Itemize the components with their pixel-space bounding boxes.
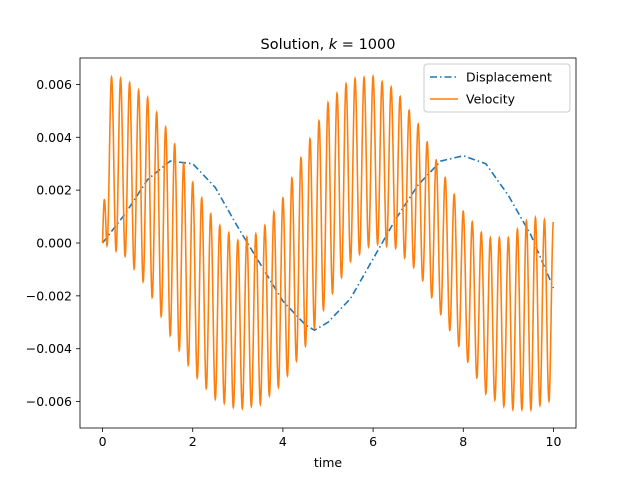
series-displacement-line [101,154,555,332]
y-axis: −0.006 −0.004 −0.002 0.000 0.002 0.004 0.006 [26,77,80,409]
x-tick-label: 0 [99,434,107,449]
series-layer [101,73,555,413]
series-velocity-line [101,73,555,413]
legend: Displacement Velocity [423,63,571,113]
x-tick-label: 2 [189,434,197,449]
x-tick-label: 10 [546,434,562,449]
y-tick-label: 0.006 [36,77,72,92]
y-tick-label: 0.002 [36,183,72,198]
legend-label: Displacement [466,70,552,85]
legend-label: Velocity [466,92,516,107]
y-tick-label: 0.004 [36,130,72,145]
legend-box [423,63,571,113]
chart-title: Solution, k = 1000 [261,37,396,53]
x-tick-label: 8 [459,434,467,449]
x-axis-label: time [314,455,343,470]
x-tick-label: 4 [279,434,287,449]
y-tick-label: −0.004 [26,341,72,356]
y-tick-label: −0.002 [26,288,72,303]
x-tick-label: 6 [369,434,377,449]
y-tick-label: 0.000 [36,236,72,251]
x-axis: 0 2 4 6 8 10 [99,428,562,449]
y-tick-label: −0.006 [26,394,72,409]
